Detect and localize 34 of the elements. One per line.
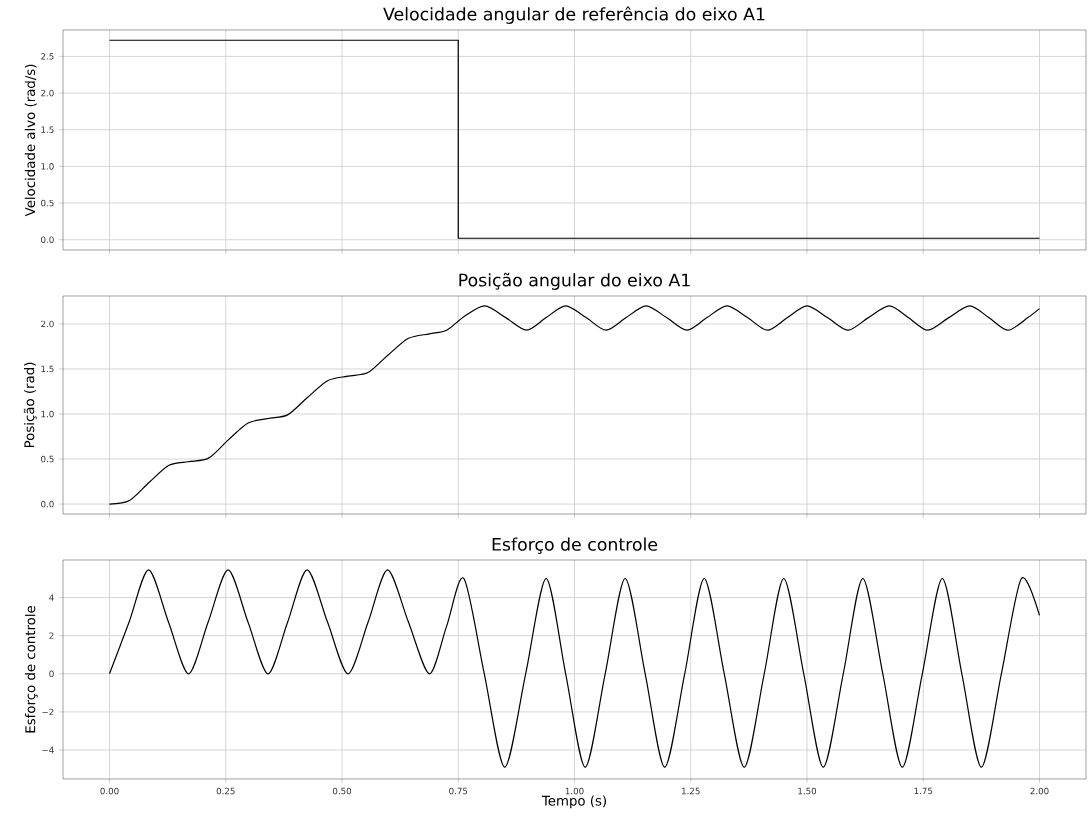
y-tick-label: 0.5 bbox=[41, 455, 54, 463]
line-series bbox=[108, 569, 1041, 768]
x-tick-label: 1.50 bbox=[798, 787, 817, 795]
x-tick-label: 0.25 bbox=[216, 787, 235, 795]
y-axis-title: Velocidade alvo (rad/s) bbox=[24, 64, 37, 217]
y-tick-label: 0.0 bbox=[41, 500, 54, 508]
y-tick-label: −2 bbox=[42, 708, 54, 716]
y-axis-title: Posição (rad) bbox=[23, 362, 37, 448]
x-tick-label: 0.50 bbox=[332, 787, 352, 795]
y-axis-title: Esforço de controle bbox=[24, 605, 38, 733]
chart-title: Esforço de controle bbox=[492, 537, 658, 554]
y-tick-label: 2 bbox=[49, 632, 54, 639]
y-tick-label: 4 bbox=[49, 594, 54, 601]
x-tick-label: 1.75 bbox=[914, 787, 933, 795]
x-tick-label: 0.00 bbox=[100, 787, 119, 795]
y-tick-label: 1.5 bbox=[41, 126, 54, 133]
x-tick-label: 0.75 bbox=[449, 787, 468, 795]
y-tick-label: 2.5 bbox=[41, 53, 54, 60]
x-tick-label: 1.00 bbox=[565, 787, 584, 795]
y-tick-label: 2.0 bbox=[41, 320, 54, 328]
y-tick-label: −4 bbox=[42, 746, 54, 754]
y-tick-label: 1.0 bbox=[41, 410, 54, 418]
chart-title: Velocidade angular de referência do eixo A1 bbox=[383, 6, 765, 24]
chart-title: Posição angular do eixo A1 bbox=[459, 272, 690, 290]
y-tick-label: 0.0 bbox=[41, 236, 54, 243]
y-tick-label: 2.0 bbox=[41, 89, 54, 97]
x-tick-label: 1.25 bbox=[682, 787, 700, 795]
x-tick-label: 2.00 bbox=[1030, 787, 1049, 795]
y-tick-label: 1.5 bbox=[41, 365, 54, 373]
y-tick-label: 1.0 bbox=[41, 163, 54, 170]
x-axis-title: Tempo (s) bbox=[541, 795, 606, 809]
line-series bbox=[108, 305, 1041, 505]
y-tick-label: 0.5 bbox=[41, 199, 54, 207]
y-tick-label: 0 bbox=[49, 670, 54, 678]
